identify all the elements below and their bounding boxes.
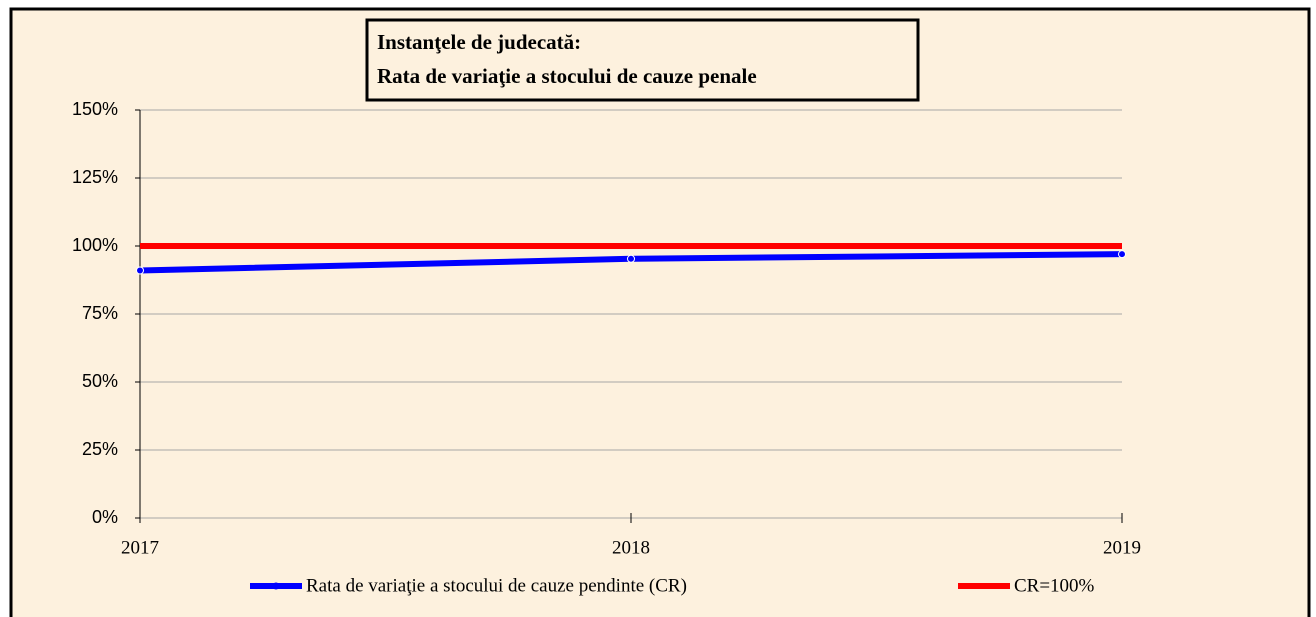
y-tick-label: 75% <box>82 303 118 323</box>
legend-label: CR=100% <box>1014 575 1095 596</box>
point-marker <box>136 266 144 275</box>
point-marker <box>1118 250 1126 259</box>
y-tick-label: 0% <box>92 507 118 527</box>
title-box <box>365 18 920 102</box>
legend-marker <box>272 582 280 590</box>
chart-title: Instanţele de judecată: <box>377 30 581 54</box>
y-tick-label: 50% <box>82 371 118 391</box>
point-marker <box>627 254 635 263</box>
y-tick-label: 100% <box>72 235 118 255</box>
chart-title: Rata de variaţie a stocului de cauze pen… <box>377 64 757 88</box>
y-tick-label: 125% <box>72 167 118 187</box>
x-tick-label: 2019 <box>1103 537 1141 558</box>
y-tick-label: 25% <box>82 439 118 459</box>
x-tick-label: 2018 <box>612 537 650 558</box>
y-tick-label: 150% <box>72 99 118 119</box>
legend-label: Rata de variaţie a stocului de cauze pen… <box>306 575 687 596</box>
x-tick-label: 2017 <box>121 537 159 558</box>
